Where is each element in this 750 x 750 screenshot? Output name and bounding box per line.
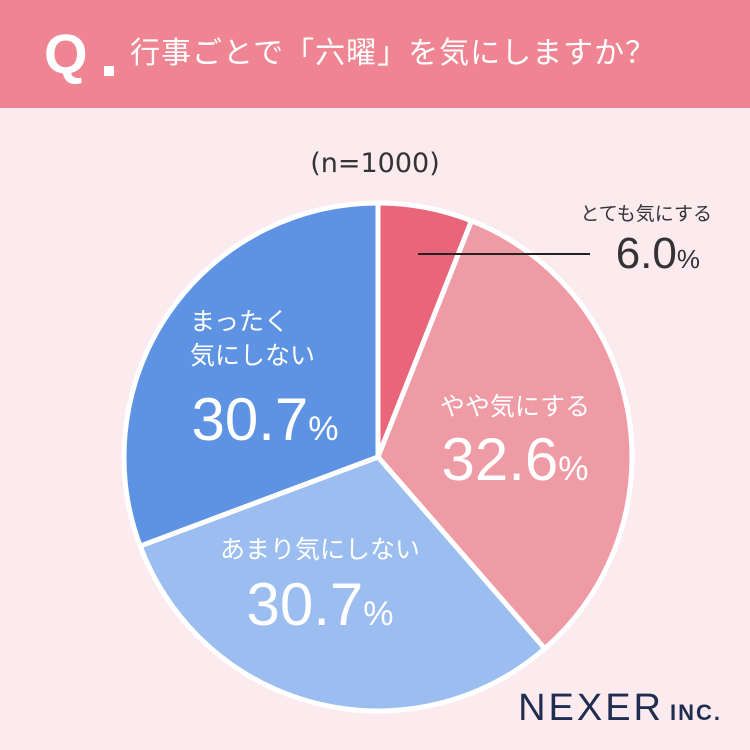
slice-value-not-concerned-at-all: 30.7%	[191, 386, 338, 453]
header-banner: Q 行事ごとで「六曜」を気にしますか？	[0, 0, 750, 108]
slice-value-somewhat-concerned: 32.6%	[441, 426, 588, 493]
company-logo: NEXER INC.	[518, 687, 722, 729]
q-mark: Q	[44, 22, 88, 85]
slice-label-not-much-concerned: あまり気にしない	[220, 535, 420, 564]
slice-label-not-concerned-at-all: まったく 気にしない	[190, 307, 315, 370]
question-title: 行事ごとで「六曜」を気にしますか？	[130, 36, 657, 71]
slice-label-very-concerned: とても気にする	[580, 203, 712, 225]
slice-not-concerned-at-all	[121, 200, 381, 549]
slice-value-not-much-concerned: 30.7%	[246, 571, 393, 638]
slice-label-somewhat-concerned: やや気にする	[440, 392, 590, 421]
q-dot	[104, 66, 114, 76]
slice-not-much-concerned	[137, 454, 548, 714]
sample-size-note: (n=1000)	[310, 148, 440, 179]
slice-value-very-concerned: 6.0%	[616, 229, 700, 278]
